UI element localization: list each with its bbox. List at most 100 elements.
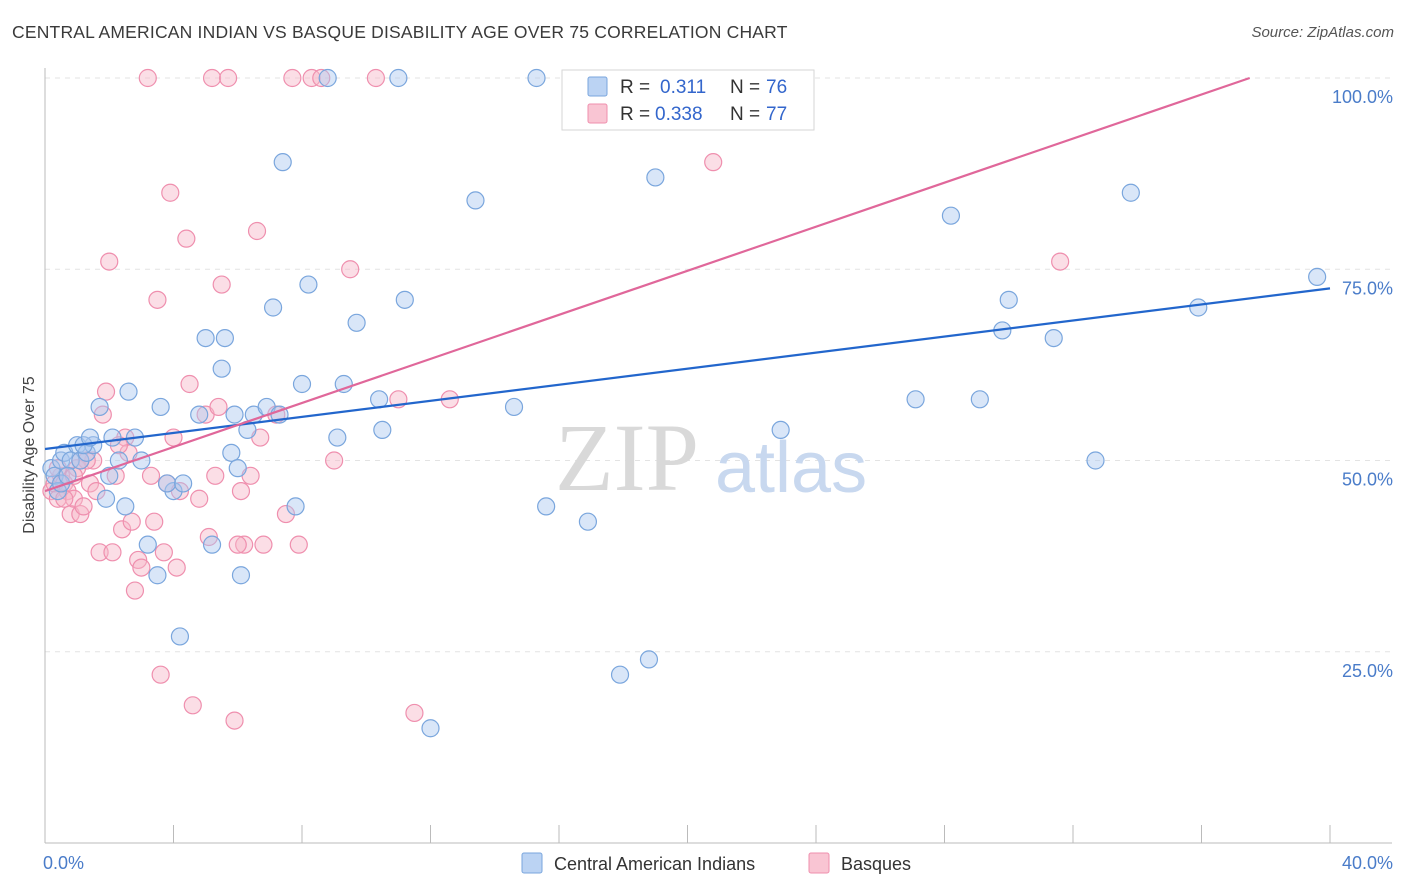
point-pink-13	[87, 482, 106, 501]
point-blue-56	[771, 420, 790, 439]
point-blue-49	[504, 397, 524, 417]
point-pink-2	[48, 489, 67, 508]
grid-lines	[45, 77, 1392, 653]
point-blue-61	[999, 290, 1018, 309]
point-blue-59	[970, 390, 989, 409]
point-pink-35	[177, 229, 196, 248]
point-pink-44	[219, 68, 238, 88]
point-blue-52	[578, 512, 598, 531]
point-pink-23	[125, 581, 145, 600]
point-pink-63	[1051, 252, 1070, 271]
tick-labels: 25.0% 50.0% 75.0% 100.0% 0.0% 40.0%	[43, 87, 1393, 873]
point-blue-46	[395, 290, 414, 309]
point-blue-75	[228, 459, 247, 478]
point-blue-48	[466, 191, 485, 210]
point-blue-65	[1189, 298, 1208, 317]
central-american-indians-points	[42, 68, 1327, 738]
point-blue-35	[273, 153, 292, 172]
point-blue-37	[292, 374, 312, 394]
point-pink-49	[247, 221, 267, 241]
legend-r-value-1: 0.311	[660, 77, 706, 98]
point-blue-27	[215, 329, 234, 348]
point-blue-12	[103, 428, 122, 447]
point-blue-47	[421, 719, 440, 738]
y-tick-label-0: 25.0%	[1342, 661, 1393, 681]
point-pink-70	[206, 466, 225, 485]
chart-title: CENTRAL AMERICAN INDIAN VS BASQUE DISABI…	[12, 22, 788, 42]
point-blue-44	[373, 420, 392, 439]
point-blue-57	[906, 390, 925, 409]
regression-line-blue	[44, 287, 1331, 451]
point-pink-68	[141, 466, 161, 485]
point-pink-46	[231, 482, 251, 501]
point-blue-72	[222, 443, 241, 462]
point-pink-37	[183, 696, 202, 715]
point-pink-7	[64, 489, 84, 508]
point-blue-45	[389, 68, 408, 88]
point-pink-54	[289, 535, 308, 554]
point-blue-18	[138, 535, 157, 554]
point-blue-10	[90, 397, 109, 417]
watermark: ZIP atlas	[555, 404, 867, 511]
point-blue-62	[1044, 329, 1063, 348]
point-pink-45	[225, 711, 244, 730]
legend-r-label-1: R =	[620, 77, 650, 98]
series-legend-swatch-pink	[808, 852, 830, 874]
legend-n-label-2: N =	[730, 104, 760, 125]
point-blue-51	[537, 497, 556, 516]
point-blue-40	[328, 428, 347, 447]
point-blue-11	[96, 489, 116, 508]
point-blue-66	[1308, 267, 1327, 286]
point-pink-28	[148, 290, 167, 309]
point-pink-73	[228, 535, 247, 554]
point-blue-43	[370, 390, 389, 409]
point-pink-60	[405, 703, 424, 723]
point-pink-43	[212, 275, 231, 294]
point-pink-47	[235, 535, 254, 554]
point-blue-28	[225, 405, 244, 424]
point-blue-58	[941, 206, 961, 225]
point-pink-17	[100, 252, 119, 271]
correlation-legend: R = 0.311 N = 76 R = 0.338 N = 77	[561, 69, 815, 131]
point-blue-54	[639, 650, 659, 669]
point-blue-25	[202, 535, 222, 554]
legend-n-value-1: 76	[766, 77, 787, 98]
regression-lines	[44, 76, 1331, 493]
legend-n-label-1: N =	[730, 77, 760, 98]
point-blue-14	[116, 497, 135, 516]
point-blue-20	[151, 397, 170, 417]
point-pink-56	[312, 68, 331, 88]
point-blue-5	[61, 451, 80, 470]
point-blue-19	[148, 566, 167, 585]
point-pink-50	[254, 535, 273, 554]
point-pink-55	[302, 68, 321, 88]
point-pink-36	[180, 374, 199, 394]
point-pink-25	[132, 558, 151, 577]
point-pink-62	[704, 153, 723, 172]
point-pink-67	[122, 512, 141, 531]
point-pink-34	[167, 558, 186, 577]
chart-source: Source: ZipAtlas.com	[1251, 24, 1394, 41]
watermark-atlas: atlas	[715, 428, 867, 508]
point-pink-30	[154, 543, 173, 562]
point-pink-18	[103, 543, 122, 562]
point-blue-70	[157, 474, 177, 493]
point-pink-58	[366, 68, 385, 88]
point-pink-57	[341, 260, 360, 279]
y-tick-label-3: 100.0%	[1332, 87, 1393, 107]
point-blue-55	[646, 168, 665, 187]
point-pink-14	[90, 543, 109, 562]
legend-r-value-2: 0.338	[655, 104, 703, 125]
regression-line-pink	[44, 76, 1251, 493]
y-tick-label-2: 75.0%	[1342, 278, 1393, 298]
point-blue-64	[1121, 183, 1140, 202]
point-blue-24	[196, 329, 215, 348]
point-blue-39	[318, 68, 337, 88]
y-tick-label-1: 50.0%	[1342, 470, 1393, 490]
point-blue-33	[263, 298, 283, 317]
legend-r-label-2: R =	[620, 104, 650, 125]
point-pink-41	[202, 68, 222, 88]
series-legend-label-2: Basques	[841, 854, 911, 874]
point-blue-23	[190, 405, 209, 424]
